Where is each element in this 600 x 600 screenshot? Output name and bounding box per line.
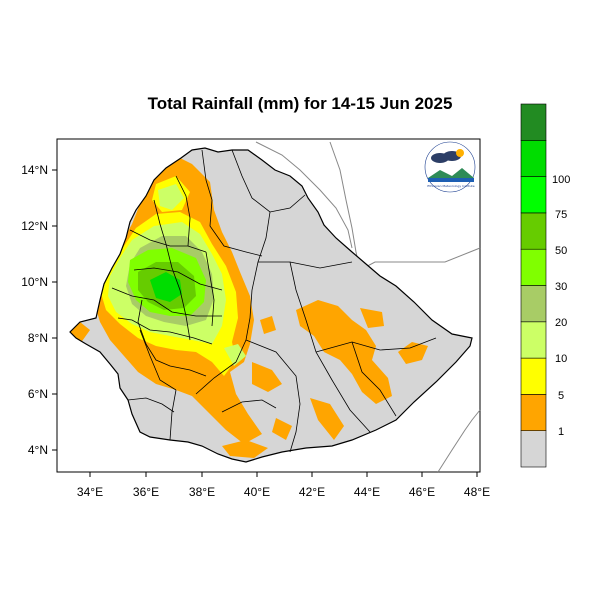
ethiopian-meteorology-institute-logo: Ethiopian Meteorology Institute xyxy=(424,141,476,193)
color-legend xyxy=(520,103,547,468)
legend-label-30: 30 xyxy=(555,281,567,293)
lat-tick-labels: 14°N 12°N 10°N 8°N 6°N 4°N xyxy=(21,163,48,457)
lat-tick-6: 6°N xyxy=(28,387,48,401)
legend-swatch-1 xyxy=(520,394,547,431)
legend-swatch-8 xyxy=(520,140,547,177)
lon-tick-46: 46°E xyxy=(409,485,435,499)
lon-tick-34: 34°E xyxy=(77,485,103,499)
legend-swatch-3 xyxy=(520,321,547,359)
lon-tick-40: 40°E xyxy=(244,485,270,499)
lat-tick-14: 14°N xyxy=(21,163,48,177)
legend-label-10: 10 xyxy=(555,353,567,365)
lon-tick-labels: 34°E 36°E 38°E 40°E 42°E 44°E 46°E 48°E xyxy=(77,485,490,499)
map-title: Total Rainfall (mm) for 14-15 Jun 2025 xyxy=(147,94,453,113)
legend-labels: 1 5 10 20 30 50 75 100 xyxy=(552,174,570,438)
legend-label-50: 50 xyxy=(555,245,567,257)
lat-tick-4: 4°N xyxy=(28,443,48,457)
legend-swatch-5 xyxy=(520,248,547,286)
legend-swatch-2 xyxy=(520,357,547,395)
ethiopia-border xyxy=(69,147,473,463)
lon-tick-44: 44°E xyxy=(354,485,380,499)
axis-ticks xyxy=(52,169,478,477)
lat-tick-10: 10°N xyxy=(21,275,48,289)
lat-tick-12: 12°N xyxy=(21,219,48,233)
legend-swatch-6 xyxy=(520,212,547,250)
legend-label-75: 75 xyxy=(555,209,567,221)
logo-caption: Ethiopian Meteorology Institute xyxy=(427,184,474,188)
admin-boundaries xyxy=(111,149,437,453)
legend-swatch-4 xyxy=(520,285,547,323)
legend-swatch-0 xyxy=(520,430,547,468)
legend-label-100: 100 xyxy=(552,174,570,186)
lon-tick-38: 38°E xyxy=(189,485,215,499)
lon-tick-42: 42°E xyxy=(299,485,325,499)
legend-swatch-7 xyxy=(520,176,547,214)
legend-swatch-9 xyxy=(520,103,547,141)
lon-tick-36: 36°E xyxy=(133,485,159,499)
lon-tick-48: 48°E xyxy=(464,485,490,499)
legend-label-1: 1 xyxy=(558,426,564,438)
legend-label-20: 20 xyxy=(555,317,567,329)
lat-tick-8: 8°N xyxy=(28,331,48,345)
legend-label-5: 5 xyxy=(558,390,564,402)
